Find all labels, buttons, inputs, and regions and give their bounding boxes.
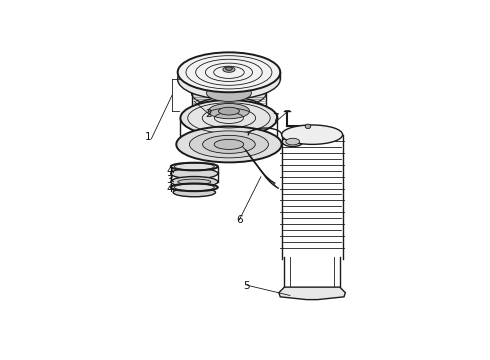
Ellipse shape [192, 79, 267, 107]
Text: 1: 1 [145, 132, 151, 142]
Ellipse shape [206, 85, 251, 102]
Ellipse shape [190, 131, 269, 158]
Ellipse shape [219, 107, 240, 115]
Ellipse shape [173, 188, 216, 197]
Ellipse shape [282, 136, 303, 147]
Ellipse shape [223, 67, 235, 72]
Ellipse shape [192, 97, 267, 125]
Text: 2: 2 [205, 109, 212, 119]
Text: 5: 5 [243, 280, 249, 291]
Ellipse shape [178, 59, 280, 99]
Text: 3: 3 [167, 175, 173, 185]
Ellipse shape [178, 52, 280, 92]
Ellipse shape [176, 126, 282, 162]
Text: 4: 4 [167, 166, 173, 176]
Polygon shape [279, 287, 345, 300]
Ellipse shape [203, 135, 255, 153]
Ellipse shape [225, 67, 232, 70]
Text: 7: 7 [272, 113, 278, 123]
Ellipse shape [171, 168, 218, 179]
Ellipse shape [282, 125, 343, 144]
Ellipse shape [171, 184, 218, 191]
Ellipse shape [180, 100, 277, 136]
Ellipse shape [208, 103, 249, 119]
Ellipse shape [178, 179, 211, 185]
Ellipse shape [286, 138, 300, 145]
Ellipse shape [171, 163, 218, 170]
Ellipse shape [214, 139, 244, 149]
Ellipse shape [305, 124, 311, 129]
Ellipse shape [171, 176, 218, 187]
Text: 4: 4 [167, 184, 173, 194]
Text: 6: 6 [236, 215, 243, 225]
